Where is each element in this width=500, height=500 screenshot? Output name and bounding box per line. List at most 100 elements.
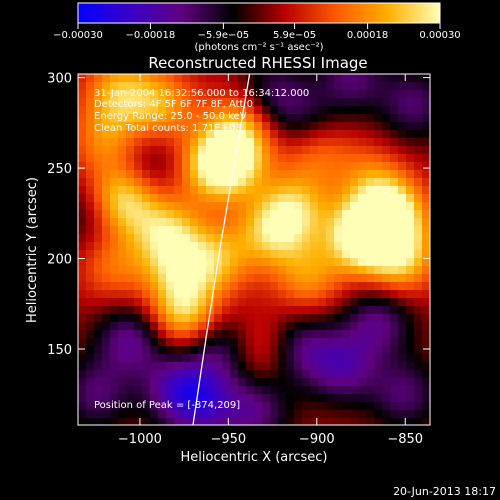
heatmap-cell	[382, 234, 391, 243]
heatmap-cell	[86, 186, 95, 195]
heatmap-cell	[134, 194, 143, 203]
heatmap-cell	[374, 242, 383, 251]
heatmap-cell	[238, 314, 247, 323]
heatmap-cell	[166, 338, 175, 347]
heatmap-cell	[366, 138, 375, 147]
heatmap-cell	[142, 378, 151, 387]
heatmap-cell	[374, 362, 383, 371]
heatmap-cell	[142, 298, 151, 307]
heatmap-cell	[318, 82, 327, 91]
heatmap-cell	[134, 258, 143, 267]
heatmap-cell	[214, 202, 223, 211]
heatmap-cell	[86, 138, 95, 147]
heatmap-cell	[238, 138, 247, 147]
heatmap-cell	[142, 178, 151, 187]
heatmap-cell	[246, 130, 255, 139]
heatmap-cell	[142, 186, 151, 195]
heatmap-cell	[278, 330, 287, 339]
heatmap-cell	[286, 202, 295, 211]
heatmap-cell	[158, 394, 167, 403]
heatmap-cell	[398, 138, 407, 147]
heatmap-cell	[182, 394, 191, 403]
heatmap-cell	[110, 210, 119, 219]
heatmap-cell	[214, 210, 223, 219]
heatmap-cell	[190, 154, 199, 163]
heatmap-cell	[286, 162, 295, 171]
heatmap-cell	[246, 178, 255, 187]
heatmap-cell	[134, 298, 143, 307]
heatmap-cell	[350, 90, 359, 99]
heatmap-cell	[206, 234, 215, 243]
heatmap-cell	[158, 146, 167, 155]
heatmap-cell	[358, 114, 367, 123]
heatmap-cell	[334, 170, 343, 179]
heatmap-cell	[414, 410, 423, 419]
heatmap-cell	[366, 410, 375, 419]
heatmap-cell	[358, 186, 367, 195]
heatmap-cell	[294, 122, 303, 131]
heatmap-cell	[278, 258, 287, 267]
heatmap-cell	[94, 138, 103, 147]
colorbar: −0.00030 −0.00018 −5.9e−05 5.9e−05 0.00018 0.…	[53, 2, 461, 53]
heatmap-cell	[374, 194, 383, 203]
heatmap-cell	[126, 90, 135, 99]
heatmap-cell	[222, 394, 231, 403]
heatmap-cell	[206, 114, 215, 123]
heatmap-cell	[270, 306, 279, 315]
heatmap-cell	[198, 354, 207, 363]
heatmap-cell	[326, 266, 335, 275]
heatmap-cell	[166, 242, 175, 251]
heatmap-cell	[174, 106, 183, 115]
heatmap-cell	[342, 114, 351, 123]
heatmap-cell	[206, 82, 215, 91]
heatmap-cell	[182, 106, 191, 115]
heatmap-cell	[102, 402, 111, 411]
heatmap-cell	[110, 234, 119, 243]
heatmap-cell	[326, 362, 335, 371]
heatmap-cell	[206, 106, 215, 115]
heatmap-cell	[150, 130, 159, 139]
heatmap-cell	[142, 338, 151, 347]
heatmap-cell	[102, 146, 111, 155]
heatmap-cell	[262, 354, 271, 363]
heatmap-cell	[142, 250, 151, 259]
heatmap-cell	[166, 218, 175, 227]
heatmap-cell	[358, 394, 367, 403]
heatmap-cell	[118, 338, 127, 347]
heatmap-cell	[206, 378, 215, 387]
heatmap-cell	[382, 314, 391, 323]
heatmap-cell	[326, 178, 335, 187]
heatmap-cell	[270, 330, 279, 339]
heatmap-cell	[166, 250, 175, 259]
heatmap-cell	[414, 242, 423, 251]
heatmap-cell	[350, 202, 359, 211]
heatmap-cell	[366, 186, 375, 195]
heatmap-cell	[278, 354, 287, 363]
heatmap-cell	[406, 122, 415, 131]
heatmap-cell	[142, 234, 151, 243]
heatmap-cell	[190, 122, 199, 131]
heatmap-cell	[206, 370, 215, 379]
heatmap-cell	[238, 202, 247, 211]
colorbar-tick-label: −0.00030	[53, 30, 103, 41]
heatmap-cell	[270, 258, 279, 267]
heatmap-cell	[334, 218, 343, 227]
heatmap-cell	[110, 122, 119, 131]
heatmap-cell	[94, 234, 103, 243]
heatmap-cell	[230, 338, 239, 347]
heatmap-cell	[398, 162, 407, 171]
heatmap-cell	[214, 98, 223, 107]
heatmap-cell	[270, 146, 279, 155]
heatmap-cell	[118, 314, 127, 323]
heatmap-cell	[302, 266, 311, 275]
heatmap-cell	[182, 298, 191, 307]
heatmap-cell	[198, 90, 207, 99]
heatmap-cell	[190, 218, 199, 227]
heatmap-cell	[262, 170, 271, 179]
heatmap-cell	[190, 146, 199, 155]
heatmap-cell	[94, 130, 103, 139]
heatmap-cell	[350, 218, 359, 227]
heatmap-cell	[350, 306, 359, 315]
heatmap-cell	[238, 154, 247, 163]
heatmap-cell	[350, 282, 359, 291]
